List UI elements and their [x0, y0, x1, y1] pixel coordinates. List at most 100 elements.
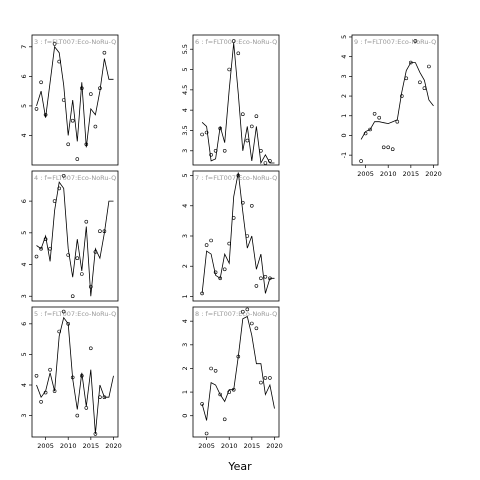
fitted-line	[201, 172, 275, 294]
observed-point	[218, 276, 222, 281]
y-tick-label: 4	[181, 108, 189, 112]
y-tick-label: 5.5	[181, 44, 189, 54]
y-tick-label: 6	[20, 74, 28, 78]
observed-point	[61, 174, 66, 178]
panel-7: 8 : f=FLT007:Eco-NoRu-Q 0 1 2 3 4 2005 2010 2015…	[181, 306, 283, 450]
y-tick-label: 5	[20, 104, 28, 108]
y-tick-label: 1	[181, 390, 189, 394]
observed-point	[218, 392, 222, 397]
observed-point	[70, 118, 75, 123]
observed-point	[52, 389, 57, 393]
observed-point	[259, 149, 263, 153]
x-tick-label: 2010	[221, 442, 238, 450]
observed-point	[70, 294, 75, 299]
observed-point	[39, 399, 43, 404]
observed-point	[57, 186, 62, 191]
y-tick-label: 5	[340, 35, 348, 39]
y-tick-label: 3	[181, 234, 189, 238]
y-tick-label: 3	[20, 414, 28, 418]
observed-point	[209, 238, 213, 243]
observed-point	[39, 80, 43, 85]
observed-point	[93, 124, 98, 129]
observed-point	[61, 98, 66, 102]
observed-point	[70, 375, 75, 380]
x-axis-label: Year	[227, 460, 252, 473]
observed-point	[418, 80, 422, 85]
y-tick-label: 0	[181, 414, 189, 418]
observed-point	[231, 387, 236, 392]
observed-point	[204, 243, 209, 247]
y-tick-label: 2	[181, 264, 189, 268]
observed-point	[395, 119, 400, 124]
observed-point	[236, 354, 241, 359]
observed-point	[93, 432, 98, 436]
observed-point	[93, 250, 98, 254]
panel-frame	[31, 170, 119, 302]
observed-point	[245, 234, 250, 238]
observed-point	[250, 124, 254, 129]
observed-point	[268, 376, 272, 380]
observed-point	[75, 413, 80, 418]
observed-point	[422, 86, 427, 90]
observed-point	[268, 276, 272, 281]
observed-point	[359, 159, 363, 163]
y-tick-label: 5	[181, 173, 189, 177]
observed-point	[84, 219, 89, 224]
panel-1: 3 : f=FLT007:Eco-NoRu-Q 4 5 6 7	[20, 34, 119, 166]
observed-point	[254, 284, 259, 288]
x-tick-label: 2010	[60, 442, 77, 450]
y-tick-label: 4	[20, 133, 28, 137]
panel-title: 9 : f=FLT007:Eco-NoRu-Q	[354, 38, 436, 46]
observed-point	[75, 256, 80, 261]
observed-point	[43, 113, 48, 117]
x-tick-label: 2015	[244, 442, 261, 450]
observed-point	[84, 406, 89, 410]
observed-point	[102, 395, 107, 400]
observed-point	[52, 199, 57, 203]
panel-frame	[31, 306, 119, 438]
panel-frame	[351, 34, 439, 166]
panel-title: 7 : f=FLT007:Eco-NoRu-Q	[195, 174, 277, 182]
y-tick-label: 4	[20, 383, 28, 387]
y-tick-label: 2	[181, 366, 189, 370]
observed-point	[399, 94, 404, 98]
observed-point	[213, 149, 218, 153]
observed-point	[34, 373, 39, 378]
panel-frame	[192, 306, 280, 438]
x-tick-label: 2005	[198, 442, 215, 450]
observed-point	[43, 237, 48, 241]
observed-point	[236, 51, 241, 56]
observed-point	[254, 326, 259, 331]
y-tick-label: 4	[20, 262, 28, 266]
observed-point	[404, 76, 409, 81]
observed-point	[245, 307, 250, 312]
observed-point	[66, 142, 70, 147]
observed-point	[218, 126, 222, 131]
observed-point	[57, 59, 62, 64]
y-tick-label: 3	[181, 343, 189, 347]
observed-point	[268, 159, 272, 163]
observed-point	[89, 284, 93, 289]
observed-point	[39, 246, 43, 251]
observed-point	[231, 39, 236, 43]
y-tick-label: 5	[20, 352, 28, 356]
observed-point	[241, 309, 245, 314]
x-tick-label: 2020	[105, 442, 122, 450]
observed-point	[213, 270, 218, 275]
observed-point	[204, 130, 209, 135]
observed-point	[259, 380, 263, 385]
fitted-line	[36, 181, 114, 297]
observed-point	[381, 145, 386, 150]
panel-title: 4 : f=FLT007:Eco-NoRu-Q	[34, 174, 116, 182]
y-tick-label: 3	[340, 74, 348, 78]
panel-2: 6 : f=FLT007:Eco-NoRu-Q 3 3.5 4 4.5 5 5.5	[181, 34, 280, 166]
observed-point	[236, 173, 241, 178]
x-tick-label: 2015	[403, 170, 420, 178]
y-tick-label: 1	[340, 114, 348, 118]
observed-point	[48, 367, 52, 372]
observed-point	[80, 272, 84, 276]
y-tick-label: 5	[181, 67, 189, 71]
observed-point	[200, 291, 204, 296]
observed-point	[231, 216, 236, 220]
observed-point	[250, 321, 254, 326]
